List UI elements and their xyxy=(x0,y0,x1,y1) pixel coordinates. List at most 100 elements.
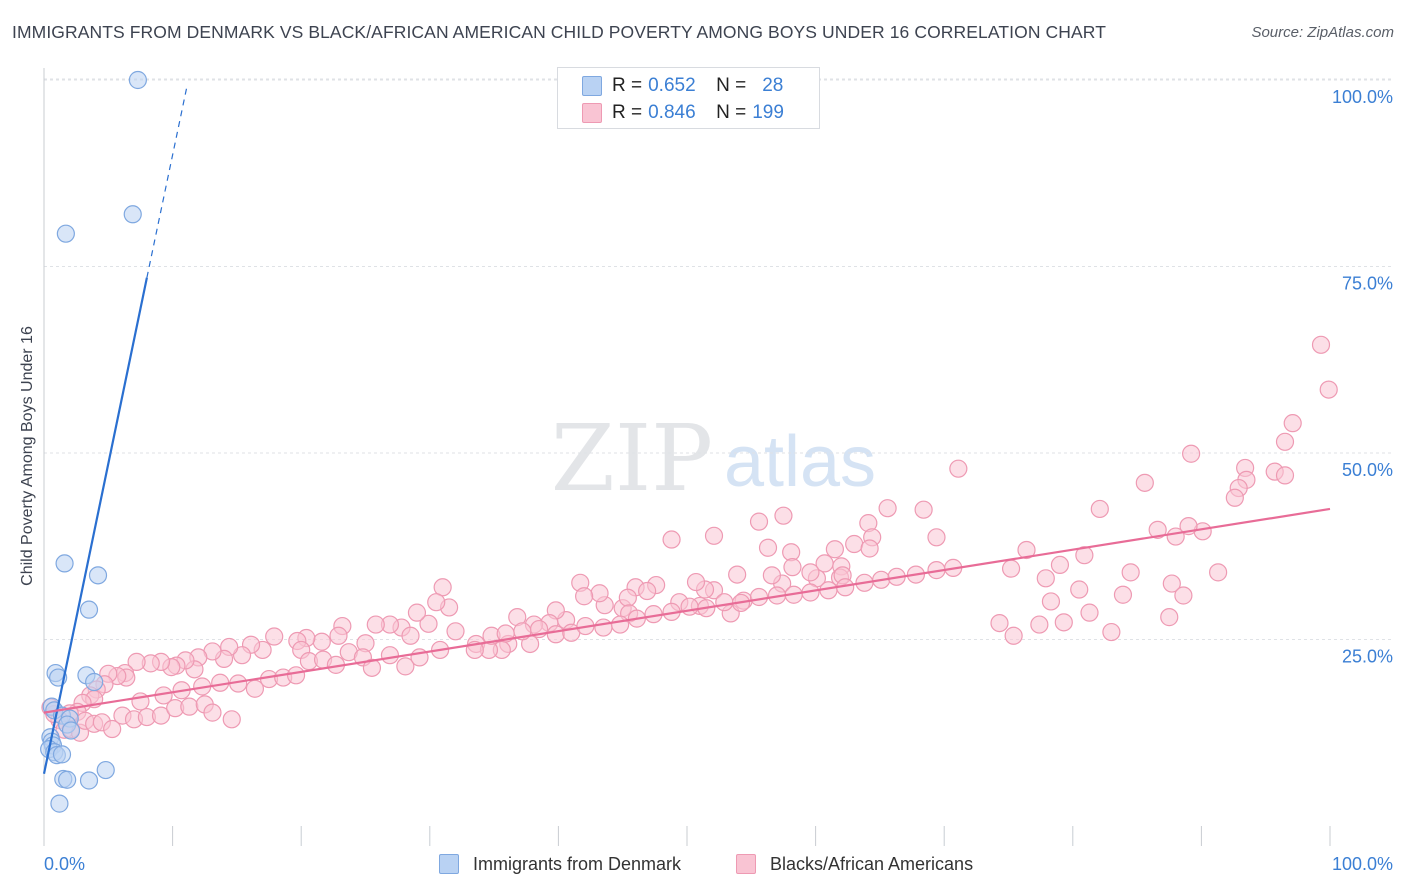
data-point xyxy=(1017,540,1036,560)
data-point xyxy=(50,794,69,813)
data-point xyxy=(1090,499,1109,519)
axes xyxy=(43,68,1331,846)
data-point xyxy=(362,658,382,677)
trend-line-denmark xyxy=(42,277,148,775)
data-point xyxy=(232,646,252,665)
data-point xyxy=(990,613,1009,633)
data-point xyxy=(1075,546,1094,565)
data-point xyxy=(927,528,946,547)
data-point xyxy=(783,558,802,577)
data-point xyxy=(103,719,122,739)
data-point xyxy=(79,600,99,619)
correlation-legend: R = 0.652 N = 28 R = 0.846 N = 199 xyxy=(557,67,820,129)
legend-row-black: R = 0.846 N = 199 xyxy=(582,100,784,126)
data-point xyxy=(1001,559,1021,578)
r-label: R = xyxy=(612,102,643,123)
grid-lines xyxy=(44,78,1392,640)
legend-swatch-pink xyxy=(582,103,602,123)
data-point xyxy=(1050,555,1070,575)
data-point xyxy=(662,530,681,549)
data-point xyxy=(1148,520,1167,539)
x-tick-label: 0.0% xyxy=(44,854,85,874)
data-point xyxy=(1070,580,1089,599)
y-tick-label: 75.0% xyxy=(1342,274,1393,294)
data-point xyxy=(151,706,171,725)
data-point xyxy=(1166,527,1185,546)
data-point xyxy=(58,770,77,789)
data-point xyxy=(749,512,769,531)
y-tick-labels: 25.0% 50.0% 75.0% 100.0% xyxy=(1332,87,1393,667)
y-tick-label: 25.0% xyxy=(1342,647,1393,667)
data-point xyxy=(594,618,613,637)
watermark-zip: ZIP xyxy=(551,405,713,512)
n-label: N = xyxy=(716,102,747,123)
data-point xyxy=(1054,613,1073,632)
data-point xyxy=(1030,615,1049,634)
data-point xyxy=(704,526,724,545)
legend-row-denmark: R = 0.652 N = 28 xyxy=(582,73,783,99)
data-point xyxy=(1174,586,1193,605)
data-point xyxy=(419,614,438,633)
legend-label: Immigrants from Denmark xyxy=(473,853,682,874)
data-point xyxy=(860,539,879,558)
data-point xyxy=(222,710,241,729)
legend-swatch-pink xyxy=(736,854,756,874)
data-point xyxy=(265,627,284,646)
data-point xyxy=(749,587,769,607)
data-point xyxy=(1225,488,1244,507)
data-point xyxy=(380,646,400,665)
legend-item-black: Blacks/African Americans xyxy=(736,851,973,877)
data-point xyxy=(914,500,933,519)
data-point xyxy=(180,697,199,716)
data-point xyxy=(1319,380,1338,399)
data-point xyxy=(312,632,331,651)
data-point xyxy=(56,224,75,243)
data-point xyxy=(396,657,415,676)
data-point xyxy=(878,499,897,518)
data-point xyxy=(446,622,465,641)
data-point xyxy=(407,603,427,622)
data-point xyxy=(79,771,99,790)
data-point xyxy=(1162,574,1181,593)
data-point xyxy=(286,666,306,685)
data-point xyxy=(611,615,630,634)
data-point xyxy=(845,534,864,554)
data-point xyxy=(638,581,657,601)
data-point xyxy=(1283,414,1302,433)
data-point xyxy=(1275,432,1295,451)
data-point xyxy=(1041,592,1061,611)
data-point xyxy=(1121,563,1140,582)
trend-lines xyxy=(42,87,1331,775)
data-point xyxy=(1102,622,1121,642)
data-point xyxy=(618,588,637,607)
watermark: ZIP atlas xyxy=(551,405,876,512)
watermark-atlas: atlas xyxy=(724,422,876,502)
data-point xyxy=(815,554,834,573)
data-point xyxy=(686,572,706,592)
data-point xyxy=(123,205,142,224)
r-value: 0.846 xyxy=(648,102,696,123)
data-point xyxy=(366,615,385,634)
data-point xyxy=(85,672,104,692)
data-point xyxy=(762,566,781,585)
data-point xyxy=(61,721,81,740)
trend-line-denmark-extension xyxy=(146,87,188,278)
x-tick-label: 100.0% xyxy=(1332,854,1393,874)
data-point xyxy=(1160,608,1179,627)
chart-title: IMMIGRANTS FROM DENMARK VS BLACK/AFRICAN… xyxy=(12,22,1106,42)
data-point xyxy=(801,563,820,582)
legend-item-denmark: Immigrants from Denmark xyxy=(439,851,681,877)
data-point xyxy=(1311,335,1331,354)
data-point xyxy=(774,506,793,525)
data-point xyxy=(52,745,72,764)
data-point xyxy=(715,593,734,612)
r-label: R = xyxy=(612,75,643,96)
data-point xyxy=(127,652,146,671)
source-label: Source: ZipAtlas.com xyxy=(1251,24,1394,41)
data-point xyxy=(825,540,844,559)
data-point xyxy=(1080,603,1099,622)
data-point xyxy=(680,597,699,616)
x-tick-labels: 0.0% 100.0% xyxy=(44,854,1393,874)
data-point xyxy=(88,566,108,585)
